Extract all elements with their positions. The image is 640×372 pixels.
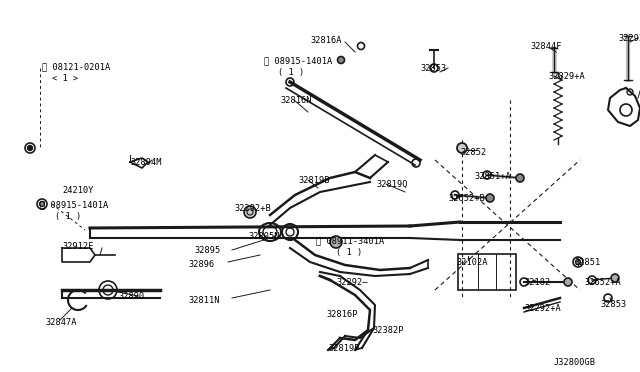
Text: 32182: 32182 bbox=[524, 278, 550, 287]
Text: J32800GB: J32800GB bbox=[554, 358, 596, 367]
Circle shape bbox=[611, 274, 619, 282]
Circle shape bbox=[457, 143, 467, 153]
Text: 32819B: 32819B bbox=[298, 176, 330, 185]
Text: ( 1 ): ( 1 ) bbox=[278, 68, 304, 77]
Text: 32292+B: 32292+B bbox=[234, 204, 271, 213]
Text: 32816N: 32816N bbox=[280, 96, 312, 105]
Text: 32819Q: 32819Q bbox=[376, 180, 408, 189]
Text: Ⓦ 08915-1401A: Ⓦ 08915-1401A bbox=[40, 200, 108, 209]
Text: 32829+A: 32829+A bbox=[548, 72, 585, 81]
Text: 32382P: 32382P bbox=[372, 326, 403, 335]
Circle shape bbox=[337, 57, 344, 64]
Text: 32102A: 32102A bbox=[456, 258, 488, 267]
Text: Ⓦ 08915-1401A: Ⓦ 08915-1401A bbox=[264, 56, 332, 65]
Text: ( 1 ): ( 1 ) bbox=[55, 212, 81, 221]
Text: 32896: 32896 bbox=[188, 260, 214, 269]
Circle shape bbox=[28, 145, 33, 151]
Text: 32816A: 32816A bbox=[310, 36, 342, 45]
Text: 24210Y: 24210Y bbox=[62, 186, 93, 195]
Circle shape bbox=[244, 206, 256, 218]
Text: 32652+A: 32652+A bbox=[584, 278, 621, 287]
Text: 32894M: 32894M bbox=[130, 158, 161, 167]
Text: ( 1 ): ( 1 ) bbox=[336, 248, 362, 257]
Text: 32851+A: 32851+A bbox=[474, 172, 511, 181]
Text: 32292+D: 32292+D bbox=[618, 34, 640, 43]
Text: 32292―: 32292― bbox=[336, 278, 367, 287]
Text: 32851: 32851 bbox=[574, 258, 600, 267]
Circle shape bbox=[564, 278, 572, 286]
Text: 32292+A: 32292+A bbox=[524, 304, 561, 313]
Text: 32890: 32890 bbox=[118, 292, 144, 301]
Circle shape bbox=[575, 260, 580, 264]
Text: 32811N: 32811N bbox=[188, 296, 220, 305]
Circle shape bbox=[330, 236, 342, 248]
Bar bbox=[458, 254, 516, 290]
Text: < 1 >: < 1 > bbox=[52, 74, 78, 83]
Text: 32805N: 32805N bbox=[248, 232, 280, 241]
Text: 32853: 32853 bbox=[600, 300, 627, 309]
Text: 32895: 32895 bbox=[194, 246, 220, 255]
Text: 32912E: 32912E bbox=[62, 242, 93, 251]
Circle shape bbox=[486, 194, 494, 202]
Text: 32847A: 32847A bbox=[45, 318, 77, 327]
Text: 32852: 32852 bbox=[460, 148, 486, 157]
Text: 32819P: 32819P bbox=[328, 344, 360, 353]
Text: Ⓝ 08911-3401A: Ⓝ 08911-3401A bbox=[316, 236, 384, 245]
Circle shape bbox=[516, 174, 524, 182]
Text: 32652+B: 32652+B bbox=[448, 194, 484, 203]
Text: 32816P: 32816P bbox=[326, 310, 358, 319]
Text: 32853: 32853 bbox=[420, 64, 446, 73]
Circle shape bbox=[40, 202, 45, 206]
Text: Ⓑ 08121-0201A: Ⓑ 08121-0201A bbox=[42, 62, 110, 71]
Text: 32844F: 32844F bbox=[530, 42, 561, 51]
